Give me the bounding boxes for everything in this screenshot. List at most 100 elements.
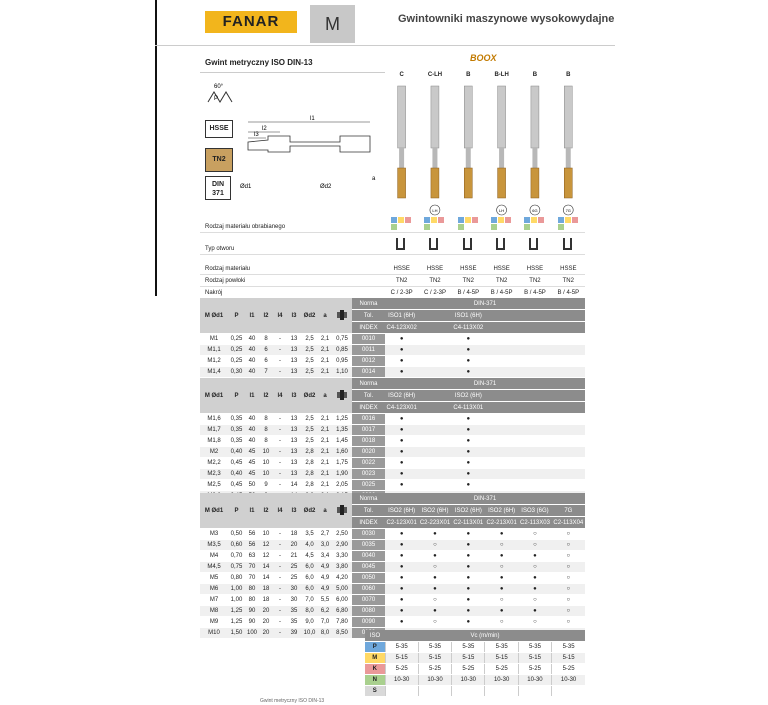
tap-neck: [399, 148, 405, 168]
cutting-speed: 5-35: [417, 641, 452, 653]
availability: ○: [418, 539, 452, 551]
param: 1,00: [228, 583, 245, 595]
column-code: B-LH: [494, 72, 509, 78]
material-chip: [471, 217, 478, 223]
brand: BOOX: [470, 53, 497, 63]
item-code: 0025: [352, 479, 385, 491]
tool-mark: LH: [499, 208, 504, 213]
cutting-speed: 5-15: [551, 652, 586, 664]
availability: [484, 446, 519, 458]
param: 0,25: [228, 333, 245, 345]
availability: [518, 344, 552, 356]
param: -: [273, 366, 287, 378]
availability: [484, 479, 519, 491]
availability: ●: [484, 572, 519, 584]
param: 40: [245, 366, 259, 378]
param: M1: [200, 333, 228, 345]
param: 13: [287, 468, 301, 480]
column-header: l2: [259, 378, 273, 414]
index: [551, 321, 585, 334]
param: 21: [287, 550, 301, 562]
tolerance: [518, 309, 552, 322]
availability: [518, 457, 552, 469]
header-row: INDEX C4-123X01 C4-113X01: [200, 401, 585, 414]
param: 14: [259, 572, 273, 584]
param: 10,0: [301, 627, 318, 639]
speed-row: M 5-15 5-15 5-15 5-15 5-15 5-15: [365, 652, 586, 664]
footer: Gwint metryczny ISO DIN-13: [260, 698, 325, 704]
material-chip: [564, 217, 571, 223]
badge: TN2: [205, 148, 233, 172]
availability: ●: [385, 446, 419, 458]
availability: [518, 446, 552, 458]
item-code: 0018: [352, 435, 385, 447]
param: 0,35: [228, 435, 245, 447]
param: 8,0: [318, 627, 332, 639]
column-header: l4: [273, 378, 287, 414]
cutting-speed: 5-15: [451, 652, 485, 664]
param: 2,5: [301, 366, 318, 378]
param: 0,70: [228, 550, 245, 562]
norma: DIN-371: [385, 493, 585, 505]
param: 40: [245, 355, 259, 367]
param: 0,45: [228, 457, 245, 469]
param: -: [273, 344, 287, 356]
param: -: [273, 413, 287, 425]
availability: [551, 435, 585, 447]
data-row: M2,2 0,45 45 10-13 2,8 2,1 1,75 0022 ● ●: [200, 457, 585, 469]
index: C4-123X02: [385, 321, 419, 334]
tap-shank: [464, 85, 473, 149]
param: 10: [259, 457, 273, 469]
cutting-speed: 10-30: [551, 674, 586, 686]
tolerance: [551, 389, 585, 402]
column-header: l4: [273, 298, 287, 334]
cutting-speed: 10-30: [517, 674, 552, 686]
param: 18: [259, 583, 273, 595]
availability: [418, 333, 452, 345]
param: 0,60: [228, 539, 245, 551]
column-header: l1: [245, 378, 259, 414]
param: 3,80: [332, 561, 352, 573]
param: 80: [245, 583, 259, 595]
item-code: 0040: [352, 550, 385, 562]
tolerance: [484, 309, 519, 322]
availability: [418, 435, 452, 447]
hole-icon: [396, 238, 405, 250]
param: 2,5: [301, 413, 318, 425]
param: M1,2: [200, 355, 228, 367]
param: 6: [259, 355, 273, 367]
param: 0,50: [228, 528, 245, 540]
param: 2,8: [301, 468, 318, 480]
param: 8: [259, 413, 273, 425]
param: 3,30: [332, 550, 352, 562]
param: 90: [245, 605, 259, 617]
material-chip: [557, 217, 564, 223]
tool-mark-circle: [529, 204, 541, 216]
availability: ●: [418, 583, 452, 595]
availability: ●: [451, 366, 485, 378]
material-chip: [431, 217, 438, 223]
material-chip: [424, 217, 431, 223]
tolerance: 7G: [551, 504, 585, 517]
param: 35: [287, 616, 301, 628]
availability: ●: [518, 605, 552, 617]
param: M2,5: [200, 479, 228, 491]
speed-row: P 5-35 5-35 5-35 5-35 5-35 5-35: [365, 641, 586, 653]
param: M7: [200, 594, 228, 606]
param: 2,1: [318, 468, 332, 480]
material-chip: [391, 217, 397, 223]
param: 7,0: [318, 616, 332, 628]
index: [484, 401, 519, 414]
availability: [518, 435, 552, 447]
cutting-speed: 5-35: [484, 641, 519, 653]
availability: [484, 344, 519, 356]
column-header: a: [318, 493, 332, 529]
tap-neck: [499, 148, 505, 168]
availability: ○: [484, 594, 519, 606]
material-chip: [531, 217, 538, 223]
data-row: M1,8 0,35 40 8-13 2,5 2,1 1,45 0018 ● ●: [200, 435, 585, 447]
column-header: a: [318, 378, 332, 414]
param: 50: [245, 479, 259, 491]
param: 4,9: [318, 583, 332, 595]
